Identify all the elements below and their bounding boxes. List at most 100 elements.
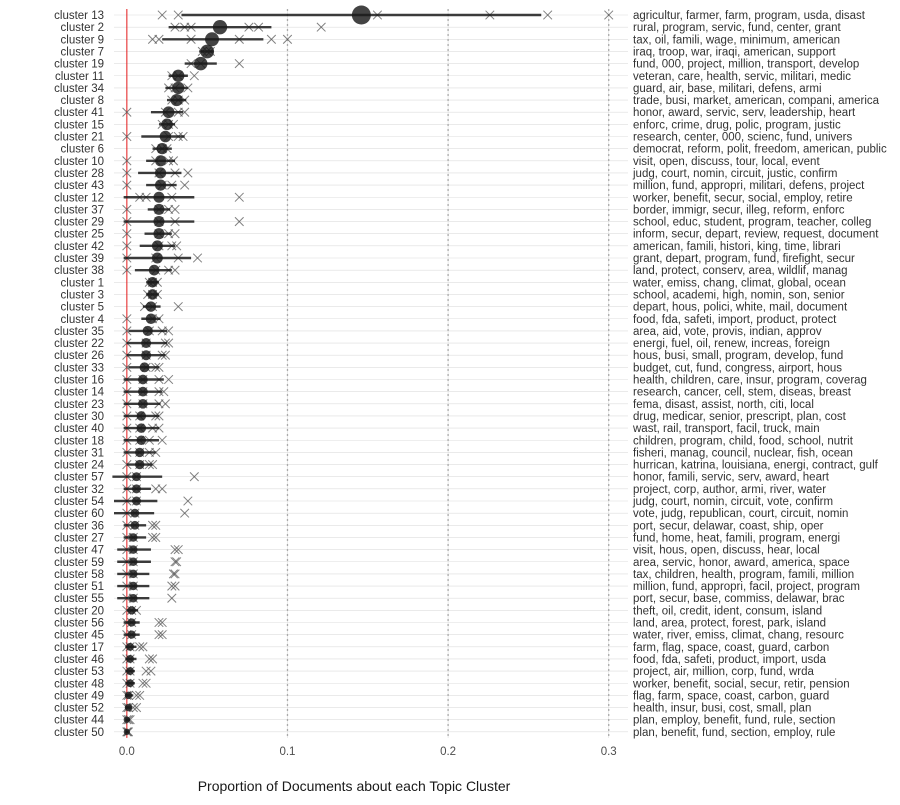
topic-label: fema, disast, assist, north, citi, local <box>633 399 814 411</box>
cluster-label: cluster 4 <box>61 314 105 326</box>
sample-x-marker <box>159 386 169 397</box>
cluster-label: cluster 59 <box>54 557 104 569</box>
estimate-point <box>129 545 138 554</box>
sample-x-marker <box>122 168 132 178</box>
topic-label: vote, judg, republican, court, circuit, … <box>633 508 848 520</box>
row-labels: cluster 13 agricultur, farmer, farm, prog… <box>54 10 887 739</box>
cluster-label: cluster 26 <box>54 350 104 362</box>
estimate-point <box>126 679 134 688</box>
topic-label: plan, employ, benefit, fund, rule, secti… <box>633 715 835 727</box>
topic-label: worker, benefit, secur, social, employ, … <box>632 192 853 204</box>
topic-label: hurrican, katrina, louisiana, energi, co… <box>633 460 879 472</box>
sample-x-marker <box>154 629 164 640</box>
cluster-label: cluster 38 <box>54 265 104 277</box>
topic-label: project, air, million, corp, fund, wrda <box>633 666 814 678</box>
sample-x-marker <box>122 265 132 275</box>
sample-x-marker <box>170 229 180 239</box>
sample-x-marker <box>171 241 182 251</box>
topic-label: land, area, protect, forest, park, islan… <box>633 618 826 630</box>
topic-label: research, center, 000, scienc, fund, uni… <box>633 132 853 144</box>
topic-label: farm, flag, space, coast, guard, carbon <box>633 642 829 654</box>
estimate-point <box>141 338 152 349</box>
estimate-point <box>153 228 165 240</box>
cluster-label: cluster 41 <box>54 107 104 119</box>
estimate-point <box>148 264 160 276</box>
sample-x-marker <box>282 34 293 44</box>
cluster-label: cluster 13 <box>54 10 104 22</box>
grid-layer <box>114 9 628 738</box>
cluster-label: cluster 35 <box>54 326 104 338</box>
estimate-point <box>127 606 136 615</box>
estimate-point <box>132 496 141 506</box>
x-axis-title: Proportion of Documents about each Topic… <box>198 778 511 794</box>
sample-x-marker <box>122 204 132 215</box>
sample-x-marker <box>170 557 180 567</box>
estimate-point <box>351 5 371 25</box>
estimate-point <box>124 703 133 712</box>
topic-label: drug, medicar, senior, prescript, plan, … <box>633 411 847 423</box>
sample-x-marker <box>147 654 158 664</box>
estimate-point <box>138 374 148 385</box>
sample-x-marker <box>154 34 164 44</box>
sample-x-marker <box>138 642 148 652</box>
estimate-point <box>136 411 147 421</box>
cluster-label: cluster 28 <box>54 168 104 180</box>
topic-label: tax, oil, famili, wage, minimum, america… <box>633 34 840 46</box>
topic-label: depart, hous, polici, white, mail, docum… <box>633 302 848 314</box>
cluster-label: cluster 49 <box>54 690 104 702</box>
sample-x-marker <box>163 374 174 385</box>
estimate-point <box>145 301 157 312</box>
sample-x-marker <box>189 71 199 81</box>
estimate-point <box>123 728 131 736</box>
sample-x-marker <box>604 10 614 20</box>
sample-x-marker <box>122 229 132 239</box>
topic-label: water, river, emiss, climat, chang, reso… <box>632 630 844 642</box>
topic-label: border, immigr, secur, illeg, reform, en… <box>633 204 845 216</box>
topic-label: visit, hous, open, discuss, hear, local <box>633 545 820 557</box>
estimate-point <box>154 155 167 167</box>
reference-lines <box>126 9 610 738</box>
topic-label: guard, air, base, militari, defens, armi <box>633 83 822 95</box>
cluster-label: cluster 40 <box>54 423 104 435</box>
sample-x-marker <box>180 508 190 518</box>
sample-x-marker <box>173 10 183 20</box>
estimate-point <box>172 69 185 82</box>
sample-x-marker <box>173 301 183 312</box>
cluster-label: cluster 22 <box>54 338 104 350</box>
sample-x-marker <box>171 557 182 567</box>
topic-label: honor, award, servic, serv, leadership, … <box>633 107 856 119</box>
sample-x-marker <box>180 180 190 190</box>
cluster-label: cluster 14 <box>54 387 104 399</box>
cluster-label: cluster 45 <box>54 630 104 642</box>
topic-label: flag, farm, space, coast, carbon, guard <box>633 690 829 702</box>
topic-label: tax, children, health, program, famili, … <box>633 569 854 581</box>
sample-x-marker <box>157 617 167 628</box>
sample-x-marker <box>180 107 190 117</box>
cluster-label: cluster 33 <box>54 362 104 374</box>
topic-label: judg, court, nomin, circuit, justic, con… <box>632 168 838 180</box>
sample-x-marker <box>183 168 193 178</box>
estimate-point <box>212 19 228 35</box>
topic-label: area, aid, vote, provis, indian, approv <box>633 326 822 338</box>
topic-label: budget, cut, fund, congress, airport, ho… <box>633 362 842 374</box>
topic-label: visit, open, discuss, tour, local, event <box>633 156 820 168</box>
topic-label: project, corp, author, armi, river, wate… <box>633 484 826 496</box>
sample-x-marker <box>170 204 180 215</box>
estimate-point <box>136 435 147 446</box>
sample-x-marker <box>147 532 158 543</box>
topic-label: inform, secur, depart, review, request, … <box>633 229 879 241</box>
x-tick-label: 0.1 <box>279 746 295 758</box>
cluster-label: cluster 9 <box>61 34 104 46</box>
estimate-point <box>127 618 136 627</box>
cluster-label: cluster 53 <box>54 666 104 678</box>
sample-x-marker <box>234 192 244 202</box>
estimate-point <box>130 520 140 530</box>
cluster-label: cluster 60 <box>54 508 104 520</box>
topic-label: iraq, troop, war, iraqi, american, suppo… <box>633 46 836 58</box>
cluster-label: cluster 6 <box>61 144 104 156</box>
estimate-point <box>129 557 138 566</box>
sample-x-marker <box>170 581 180 591</box>
estimate-point <box>151 240 163 252</box>
sample-x-marker <box>146 666 156 676</box>
cluster-label: cluster 32 <box>54 484 104 496</box>
